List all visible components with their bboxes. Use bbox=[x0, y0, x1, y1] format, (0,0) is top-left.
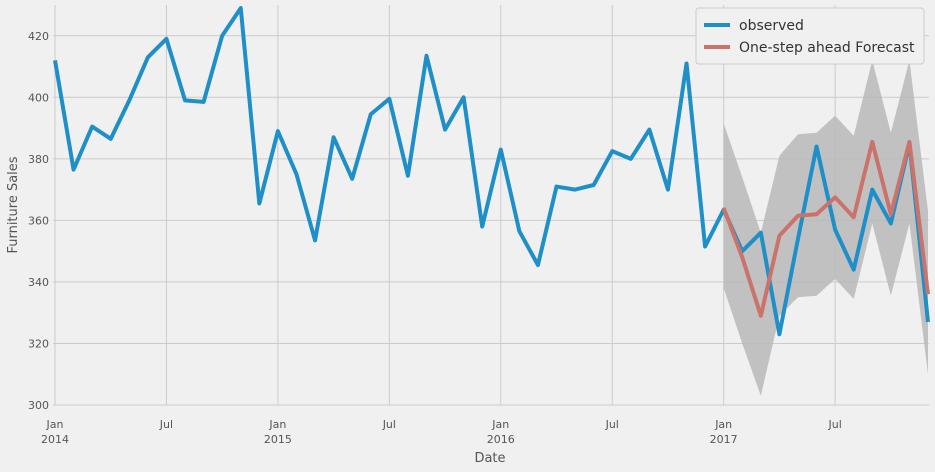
x-tick-label: Jul bbox=[827, 418, 841, 431]
y-tick-label: 360 bbox=[28, 214, 49, 227]
x-tick-label: Jan bbox=[46, 418, 64, 431]
x-tick-labels: Jan 2014 Jul Jan 2015 Jul Jan 2016 Jul Jan 2017 Jul bbox=[41, 418, 842, 446]
legend-box bbox=[695, 7, 925, 65]
series-lines bbox=[53, 6, 930, 337]
forecast-series-line bbox=[721, 139, 930, 318]
y-tick-label: 380 bbox=[28, 153, 49, 166]
x-tick-year-label: 2014 bbox=[41, 433, 69, 446]
y-axis-title: Furniture Sales bbox=[6, 156, 21, 253]
y-tick-label: 400 bbox=[28, 91, 49, 104]
y-tick-labels: 300 320 340 360 380 400 420 bbox=[28, 30, 49, 412]
y-tick-label: 300 bbox=[28, 399, 49, 412]
x-tick-year-label: 2017 bbox=[710, 433, 738, 446]
x-tick-label: Jul bbox=[382, 418, 396, 431]
x-tick-year-label: 2016 bbox=[487, 433, 515, 446]
legend-label-forecast: One-step ahead Forecast bbox=[739, 40, 915, 56]
x-tick-label: Jan bbox=[714, 418, 732, 431]
x-tick-label: Jan bbox=[491, 418, 509, 431]
x-tick-label: Jul bbox=[159, 418, 173, 431]
x-axis-title: Date bbox=[474, 451, 505, 466]
observed-series-line bbox=[53, 6, 930, 337]
x-tick-label: Jan bbox=[268, 418, 286, 431]
y-tick-label: 340 bbox=[28, 276, 49, 289]
y-tick-label: 320 bbox=[28, 337, 49, 350]
x-tick-label: Jul bbox=[605, 418, 619, 431]
y-tick-label: 420 bbox=[28, 30, 49, 43]
x-tick-year-label: 2015 bbox=[264, 433, 292, 446]
legend: observed One-step ahead Forecast bbox=[695, 7, 925, 65]
legend-label-observed: observed bbox=[739, 18, 804, 34]
